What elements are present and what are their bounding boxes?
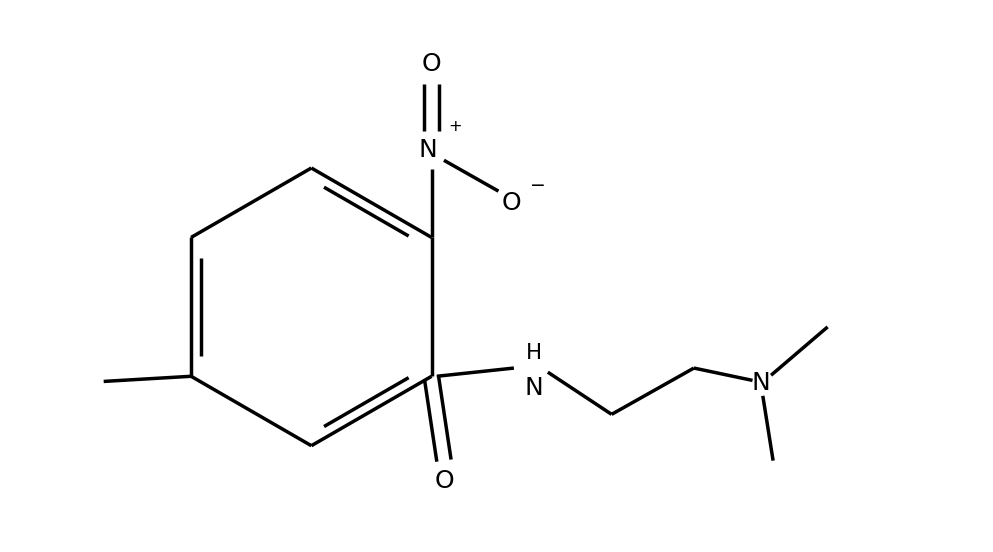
- Text: N: N: [524, 376, 543, 400]
- Text: +: +: [449, 119, 462, 134]
- Text: O: O: [422, 51, 442, 76]
- Text: H: H: [525, 343, 541, 363]
- Text: O: O: [434, 469, 454, 493]
- Text: O: O: [502, 192, 521, 215]
- Text: N: N: [418, 138, 437, 162]
- Text: N: N: [752, 371, 771, 395]
- Text: −: −: [529, 177, 545, 195]
